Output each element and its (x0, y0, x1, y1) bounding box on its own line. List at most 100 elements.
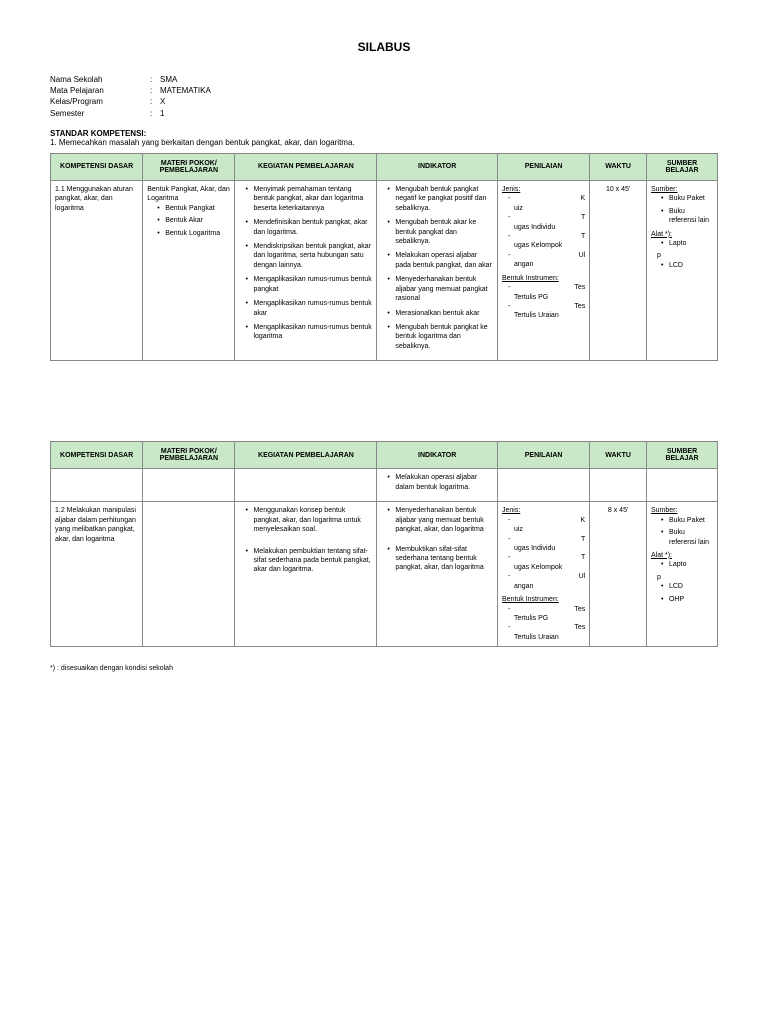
cell-kd (51, 469, 143, 502)
table-row: 1.1 Menggunakan aturan pangkat, akar, da… (51, 180, 718, 361)
th-ind: INDIKATOR (377, 442, 498, 469)
pen-dash: - (508, 623, 510, 632)
meta-row-semester: Semester : 1 (50, 108, 718, 119)
meta-row-class: Kelas/Program : X (50, 96, 718, 107)
list-item: Merasionalkan bentuk akar (387, 309, 493, 318)
meta-label: Mata Pelajaran (50, 85, 150, 96)
list-item: Buku Paket (661, 516, 713, 525)
cell-kd: 1.2 Melakukan manipulasi aljabar dalam p… (51, 502, 143, 647)
list-item: Melakukan operasi aljabar dalam bentuk l… (387, 473, 493, 492)
th-sb: SUMBER BELAJAR (646, 153, 717, 180)
list-item: Lapto (661, 239, 713, 248)
footnote: *) : disesuaikan dengan kondisi sekolah (50, 665, 718, 672)
sb-alat-label: Alat *): (651, 551, 713, 560)
th-pen: PENILAIAN (497, 153, 589, 180)
pen-t: T (581, 213, 585, 222)
sb-sumber-label: Sumber: (651, 185, 713, 194)
standar-text: 1. Memecahkan masalah yang berkaitan den… (50, 138, 718, 147)
list-item: Menyimak pemahaman tentang bentuk pangka… (245, 185, 372, 213)
pen-tes: Tes (574, 605, 585, 614)
th-kp: KEGIATAN PEMBELAJARAN (235, 442, 377, 469)
pen-pg: Tertulis PG (502, 293, 585, 302)
standar-label: STANDAR KOMPETENSI: (50, 129, 718, 138)
list-item: Mengaplikasikan rumus-rumus bentuk akar (245, 299, 372, 318)
pen-tes: Tes (574, 302, 585, 311)
pen-dash: - (508, 194, 510, 203)
pen-bentuk-label: Bentuk Instrumen: (502, 595, 585, 604)
pen-k: K (581, 194, 586, 203)
th-mp: MATERI POKOK/ PEMBELAJARAN (143, 442, 235, 469)
list-item: Bentuk Akar (157, 216, 230, 225)
pen-jenis-label: Jenis: (502, 506, 585, 515)
sb-p: p (651, 251, 713, 260)
list-item: Menggunakan konsep bentuk pangkat, akar,… (245, 506, 372, 534)
table-row: Melakukan operasi aljabar dalam bentuk l… (51, 469, 718, 502)
list-item: LCD (661, 261, 713, 270)
pen-tes: Tes (574, 283, 585, 292)
cell-pen: Jenis: -K uiz -T ugas Individu -T ugas K… (497, 180, 589, 361)
list-item: Lapto (661, 560, 713, 569)
pen-dash: - (508, 553, 510, 562)
cell-ind: Mengubah bentuk pangkat negatif ke pangk… (377, 180, 498, 361)
pen-t: T (581, 535, 585, 544)
cell-kp (235, 469, 377, 502)
pen-kuiz: uiz (502, 204, 585, 213)
list-item: Mendiskripsikan bentuk pangkat, akar dan… (245, 242, 372, 270)
meta-row-subject: Mata Pelajaran : MATEMATIKA (50, 85, 718, 96)
th-sb: SUMBER BELAJAR (646, 442, 717, 469)
pen-dash: - (508, 283, 510, 292)
pen-tind: ugas Individu (502, 544, 585, 553)
th-mp: MATERI POKOK/ PEMBELAJARAN (143, 153, 235, 180)
list-item: Melakukan operasi aljabar pada bentuk pa… (387, 251, 493, 270)
list-item: Bentuk Pangkat (157, 204, 230, 213)
th-kd: KOMPETENSI DASAR (51, 153, 143, 180)
pen-uraian: Tertulis Uraian (502, 633, 585, 642)
th-wk: WAKTU (590, 442, 647, 469)
pen-t: T (581, 553, 585, 562)
pen-ul: Ul (579, 251, 586, 260)
cell-sb: Sumber: Buku Paket Buku referensi lain A… (646, 502, 717, 647)
pen-ulangan: angan (502, 582, 585, 591)
pen-tes: Tes (574, 623, 585, 632)
pen-kuiz: uiz (502, 525, 585, 534)
pen-dash: - (508, 516, 510, 525)
list-item: Buku referensi lain (661, 207, 713, 226)
cell-mp (143, 502, 235, 647)
pen-uraian: Tertulis Uraian (502, 311, 585, 320)
sb-p: p (651, 573, 713, 582)
th-ind: INDIKATOR (377, 153, 498, 180)
meta-label: Semester (50, 108, 150, 119)
th-wk: WAKTU (590, 153, 647, 180)
sb-sumber-label: Sumber: (651, 506, 713, 515)
cell-wk: 10 x 45' (590, 180, 647, 361)
list-item: Menyederhanakan bentuk aljabar yang memu… (387, 275, 493, 303)
cell-mp: Bentuk Pangkat, Akar, dan Logaritma Bent… (143, 180, 235, 361)
list-item: LCD (661, 582, 713, 591)
list-item: Mendefinisikan bentuk pangkat, akar dan … (245, 218, 372, 237)
meta-value: 1 (160, 108, 164, 119)
meta-sep: : (150, 96, 160, 107)
pen-dash: - (508, 302, 510, 311)
document-title: SILABUS (50, 40, 718, 54)
table-row: 1.2 Melakukan manipulasi aljabar dalam p… (51, 502, 718, 647)
pen-dash: - (508, 572, 510, 581)
list-item: OHP (661, 595, 713, 604)
pen-bentuk-label: Bentuk Instrumen: (502, 274, 585, 283)
pen-ul: Ul (579, 572, 586, 581)
cell-kp: Menggunakan konsep bentuk pangkat, akar,… (235, 502, 377, 647)
list-item: Mengubah bentuk pangkat ke bentuk logari… (387, 323, 493, 351)
list-item: Mengubah bentuk pangkat negatif ke pangk… (387, 185, 493, 213)
pen-ulangan: angan (502, 260, 585, 269)
pen-jenis-label: Jenis: (502, 185, 585, 194)
list-item: Mengubah bentuk akar ke bentuk pangkat d… (387, 218, 493, 246)
meta-sep: : (150, 85, 160, 96)
cell-mp (143, 469, 235, 502)
mp-title: Bentuk Pangkat, Akar, dan Logaritma (147, 185, 230, 204)
list-item: Melakukan pembuktian tentang sifat-sifat… (245, 547, 372, 575)
syllabus-table-2: KOMPETENSI DASAR MATERI POKOK/ PEMBELAJA… (50, 441, 718, 647)
cell-pen: Jenis: -K uiz -T ugas Individu -T ugas K… (497, 502, 589, 647)
cell-kd: 1.1 Menggunakan aturan pangkat, akar, da… (51, 180, 143, 361)
cell-pen (497, 469, 589, 502)
list-item: Buku Paket (661, 194, 713, 203)
sb-alat-label: Alat *): (651, 230, 713, 239)
